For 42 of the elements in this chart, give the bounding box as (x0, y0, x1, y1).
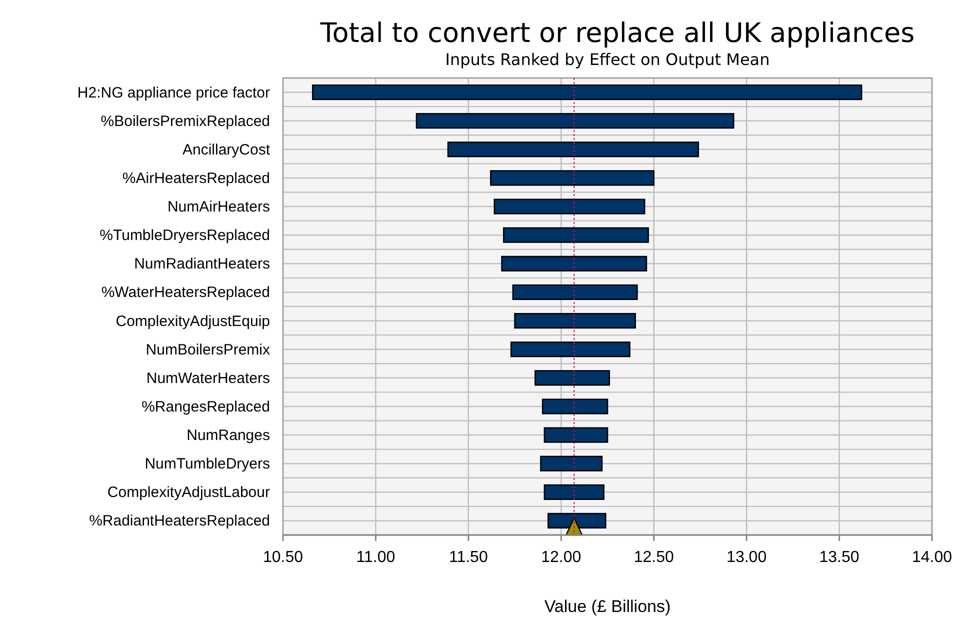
bar (490, 170, 655, 186)
y-tick-label: NumTumbleDryers (144, 456, 270, 473)
bar (416, 113, 734, 129)
y-tick-label: %RadiantHeatersReplaced (89, 512, 270, 530)
bar (542, 398, 608, 414)
y-tick-label: %RangesReplaced (142, 398, 270, 416)
bar (534, 370, 610, 386)
bar (512, 284, 638, 300)
bar (510, 342, 630, 358)
bar (312, 84, 862, 100)
x-tick-label: 13.00 (726, 549, 767, 566)
x-tick-label: 12.00 (541, 549, 582, 566)
bar (447, 142, 700, 158)
x-tick-label: 13.50 (819, 549, 860, 566)
x-tick-label: 11.50 (449, 549, 488, 566)
y-tick-label: AncillaryCost (182, 141, 271, 158)
y-tick-label: ComplexityAdjustLabour (107, 484, 270, 502)
chart-title: Total to convert or replace all UK appliances (319, 18, 915, 49)
y-tick-label: H2:NG appliance price factor (77, 84, 270, 102)
x-tick-label: 11.00 (356, 549, 396, 566)
x-axis-title: Value (£ Billions) (544, 597, 671, 616)
bar (503, 227, 649, 243)
y-tick-label: NumRanges (186, 427, 270, 444)
y-tick-label: %BoilersPremixReplaced (100, 112, 270, 130)
bar (494, 198, 646, 214)
chart-subtitle: Inputs Ranked by Effect on Output Mean (445, 50, 770, 69)
x-tick-label: 12.50 (634, 549, 674, 566)
bar (501, 256, 648, 272)
y-tick-label: NumBoilersPremix (146, 341, 270, 358)
y-tick-label: %WaterHeatersReplaced (101, 284, 270, 302)
bar (544, 427, 608, 443)
y-tick-label: NumWaterHeaters (146, 370, 270, 387)
bar (544, 484, 604, 500)
bar (540, 456, 603, 472)
y-tick-label: NumRadiantHeaters (134, 256, 270, 273)
y-tick-label: NumAirHeaters (167, 198, 270, 216)
x-tick-label: 10.50 (262, 549, 304, 566)
y-tick-label: ComplexityAdjustEquip (116, 312, 270, 330)
bar (514, 312, 636, 329)
y-tick-label: %TumbleDryersReplaced (100, 227, 270, 244)
y-tick-label: %AirHeatersReplaced (122, 170, 270, 187)
x-tick-label: 14.00 (912, 549, 952, 566)
